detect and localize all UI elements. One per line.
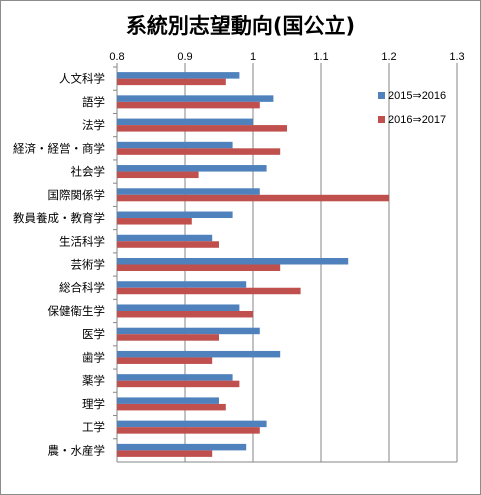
bar (117, 241, 219, 248)
category-label: 理学 (82, 397, 105, 411)
category-label: 教員養成・教育学 (13, 211, 105, 225)
bar (117, 188, 260, 195)
category-label: 総合科学 (59, 281, 105, 295)
bar (117, 374, 233, 381)
bars (117, 72, 389, 457)
bar (117, 72, 240, 79)
bar (117, 264, 281, 271)
chart-title: 系統別志望動向(国公立) (125, 14, 356, 38)
legend-label: 2016⇒2017 (388, 114, 446, 126)
bar (117, 125, 287, 132)
bar (117, 95, 274, 102)
bar (117, 194, 389, 202)
bar (117, 287, 301, 295)
bar (117, 211, 233, 219)
category-label: 語学 (82, 95, 105, 109)
bar (117, 234, 213, 242)
category-label: 社会学 (71, 165, 106, 179)
bar (117, 427, 260, 434)
x-tick-labels: 0.8 0.9 1 1.1 1.2 1.3 (109, 51, 464, 63)
bar (117, 78, 226, 86)
category-label: 人文科学 (59, 72, 105, 86)
bar (117, 101, 260, 109)
category-label: 農・水産学 (48, 443, 106, 457)
x-tick-label: 0.9 (177, 51, 192, 63)
bar (117, 118, 253, 126)
bar (117, 218, 192, 225)
bar (117, 443, 247, 451)
category-label: 経済・経営・商学 (13, 141, 105, 155)
category-label: 歯学 (82, 350, 105, 364)
bar (117, 397, 219, 404)
legend-label: 2015⇒2016 (388, 90, 446, 102)
legend-swatch (378, 116, 385, 123)
category-labels: 人文科学語学法学経済・経営・商学社会学国際関係学教員養成・教育学生活科学芸術学総… (13, 72, 105, 458)
bar (117, 403, 226, 411)
x-tick-label: 1 (250, 51, 256, 63)
bar (117, 258, 349, 265)
category-label: 医学 (82, 327, 105, 341)
bar (117, 281, 247, 288)
bar (117, 141, 233, 149)
bar (117, 450, 213, 457)
x-tick-label: 1.3 (449, 51, 464, 63)
bar (117, 327, 260, 335)
category-label: 国際関係学 (48, 188, 106, 202)
category-label: 芸術学 (71, 258, 106, 272)
bar (117, 420, 267, 428)
category-label: 生活科学 (59, 234, 105, 248)
bar (117, 380, 240, 388)
legend: 2015⇒2016 2016⇒2017 (378, 90, 446, 126)
bar (117, 171, 199, 179)
x-tick-label: 1.2 (381, 51, 396, 63)
bar (117, 165, 267, 172)
category-label: 法学 (82, 118, 105, 132)
category-label: 工学 (82, 420, 105, 434)
bar (117, 350, 281, 358)
x-tick-label: 1.1 (313, 51, 328, 63)
legend-swatch (378, 92, 385, 99)
bar (117, 304, 240, 311)
bar (117, 148, 281, 155)
bar (117, 334, 219, 341)
bar (117, 357, 213, 364)
category-label: 保健衛生学 (48, 304, 106, 318)
x-tick-label: 0.8 (109, 51, 124, 63)
bar (117, 310, 253, 318)
category-label: 薬学 (82, 374, 105, 388)
